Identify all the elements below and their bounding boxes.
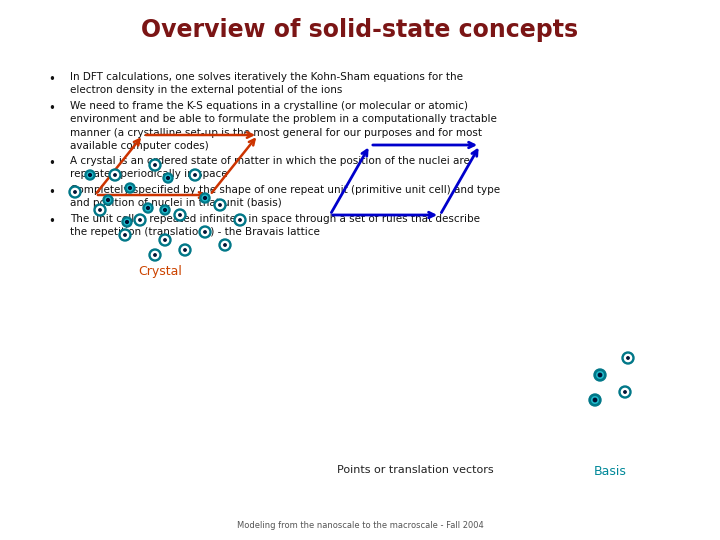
Circle shape	[164, 239, 166, 241]
Circle shape	[85, 170, 95, 180]
Circle shape	[202, 228, 209, 235]
Circle shape	[219, 204, 221, 206]
Circle shape	[136, 217, 143, 224]
Circle shape	[94, 204, 106, 216]
Circle shape	[619, 386, 631, 398]
Circle shape	[162, 207, 168, 213]
Circle shape	[125, 219, 130, 225]
Circle shape	[125, 183, 135, 193]
Circle shape	[593, 399, 597, 402]
Text: The unit cell is repeated infinitely in space through a set of rules that descri: The unit cell is repeated infinitely in …	[70, 214, 480, 237]
Circle shape	[151, 252, 158, 259]
Circle shape	[598, 373, 602, 377]
Circle shape	[154, 164, 156, 166]
Circle shape	[166, 176, 171, 181]
Circle shape	[181, 246, 189, 254]
Circle shape	[592, 397, 598, 403]
Circle shape	[594, 369, 606, 381]
Circle shape	[145, 205, 150, 211]
Circle shape	[71, 188, 78, 195]
Circle shape	[112, 171, 119, 179]
Circle shape	[627, 357, 629, 359]
Circle shape	[621, 388, 629, 396]
Circle shape	[219, 239, 231, 251]
Circle shape	[224, 244, 226, 246]
Circle shape	[107, 199, 109, 201]
Circle shape	[122, 232, 129, 239]
Text: •: •	[48, 215, 55, 228]
Circle shape	[239, 219, 241, 221]
Circle shape	[159, 234, 171, 246]
Circle shape	[184, 249, 186, 251]
Circle shape	[163, 173, 173, 183]
Circle shape	[624, 391, 626, 393]
Text: •: •	[48, 102, 55, 115]
Circle shape	[189, 169, 201, 181]
Text: Basis: Basis	[593, 465, 626, 478]
Circle shape	[89, 173, 91, 177]
Circle shape	[234, 214, 246, 226]
Circle shape	[160, 205, 170, 215]
Circle shape	[214, 199, 226, 211]
Circle shape	[149, 159, 161, 171]
Circle shape	[109, 169, 121, 181]
Text: In DFT calculations, one solves iteratively the Kohn-Sham equations for the
elec: In DFT calculations, one solves iterativ…	[70, 72, 463, 95]
Circle shape	[149, 249, 161, 261]
Circle shape	[597, 372, 603, 379]
Circle shape	[73, 191, 76, 193]
Text: Completely specified by the shape of one repeat unit (primitive unit cell) and t: Completely specified by the shape of one…	[70, 185, 500, 208]
Circle shape	[589, 394, 601, 406]
Text: We need to frame the K-S equations in a crystalline (or molecular or atomic)
env: We need to frame the K-S equations in a …	[70, 101, 497, 151]
Circle shape	[122, 217, 132, 227]
Circle shape	[96, 206, 104, 214]
Circle shape	[622, 352, 634, 364]
Circle shape	[143, 203, 153, 213]
Circle shape	[154, 254, 156, 256]
Circle shape	[114, 174, 116, 176]
Circle shape	[125, 221, 128, 224]
Circle shape	[194, 174, 196, 176]
Text: A crystal is an ordered state of matter in which the position of the nuclei are
: A crystal is an ordered state of matter …	[70, 156, 470, 179]
Circle shape	[129, 187, 132, 190]
Text: Modeling from the nanoscale to the macroscale - Fall 2004: Modeling from the nanoscale to the macro…	[237, 521, 483, 530]
Text: Points or translation vectors: Points or translation vectors	[337, 465, 493, 475]
Circle shape	[124, 234, 126, 236]
Circle shape	[179, 214, 181, 216]
Circle shape	[174, 209, 186, 221]
Circle shape	[222, 241, 229, 248]
Circle shape	[199, 226, 211, 238]
Text: •: •	[48, 186, 55, 199]
Circle shape	[204, 197, 207, 199]
Circle shape	[179, 244, 191, 256]
Circle shape	[236, 217, 243, 224]
Text: •: •	[48, 73, 55, 86]
Circle shape	[147, 207, 150, 210]
Text: Overview of solid-state concepts: Overview of solid-state concepts	[141, 18, 579, 42]
Circle shape	[202, 195, 208, 201]
Circle shape	[87, 172, 93, 178]
Circle shape	[204, 231, 206, 233]
Circle shape	[105, 197, 111, 202]
Text: Crystal: Crystal	[138, 265, 182, 278]
Circle shape	[103, 195, 113, 205]
Circle shape	[134, 214, 146, 226]
Circle shape	[624, 354, 631, 362]
Circle shape	[139, 219, 141, 221]
Circle shape	[163, 208, 166, 211]
Text: •: •	[48, 157, 55, 170]
Circle shape	[161, 237, 168, 244]
Circle shape	[151, 161, 158, 168]
Circle shape	[217, 201, 224, 208]
Circle shape	[200, 193, 210, 203]
Circle shape	[69, 186, 81, 198]
Circle shape	[192, 171, 199, 179]
Circle shape	[119, 229, 131, 241]
Circle shape	[176, 211, 184, 219]
Circle shape	[99, 209, 102, 211]
Circle shape	[127, 185, 132, 191]
Circle shape	[166, 177, 169, 179]
